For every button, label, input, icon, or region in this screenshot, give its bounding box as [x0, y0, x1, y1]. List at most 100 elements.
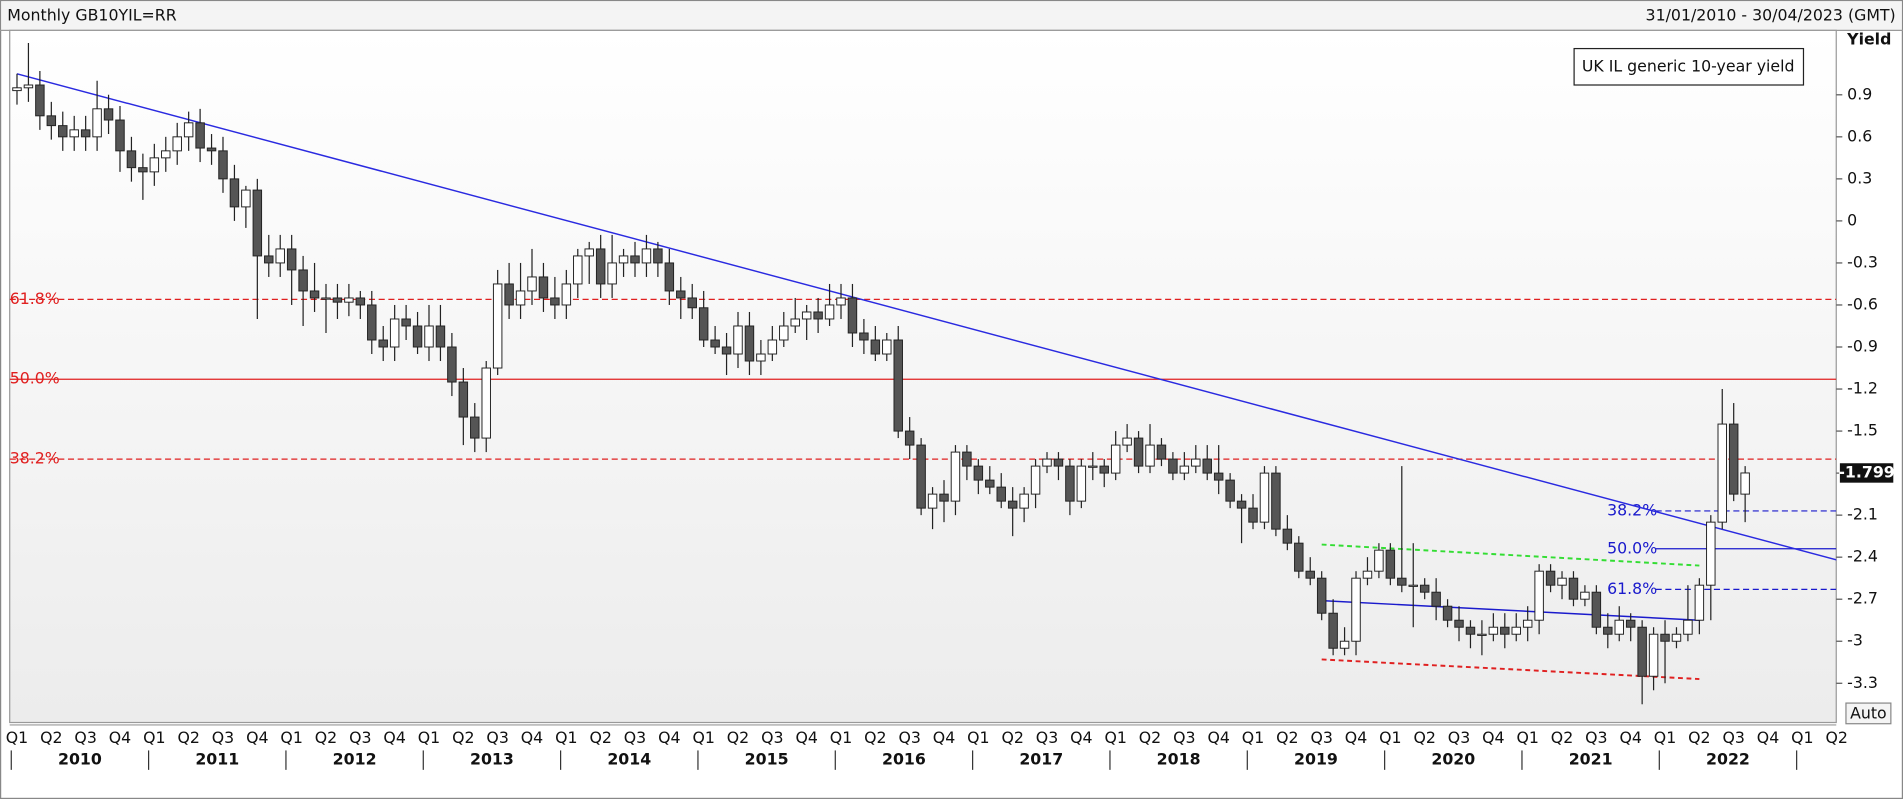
x-tick-label: Q3	[74, 728, 96, 747]
candle-body	[1568, 577, 1579, 600]
candle-body	[69, 129, 79, 138]
year-label: 2013	[470, 750, 514, 769]
candle-body	[1271, 472, 1281, 530]
x-tick-label: Q2	[1413, 728, 1435, 747]
candle-body	[1522, 619, 1533, 628]
auto-button-label[interactable]: Auto	[1850, 703, 1887, 722]
candle-body	[916, 444, 926, 509]
x-tick-label: Q1	[1379, 728, 1401, 747]
candle-body	[1225, 479, 1235, 502]
candle-body	[893, 339, 903, 432]
candle-body	[859, 332, 869, 341]
candle-body	[1557, 577, 1567, 586]
candle-body	[1328, 612, 1338, 649]
x-tick-label: Q1	[1516, 728, 1538, 747]
candle-body	[573, 255, 583, 285]
candle-body	[939, 493, 949, 502]
candle-body	[35, 84, 45, 117]
candle-body	[1145, 444, 1155, 467]
fib-label: 61.8%	[10, 289, 60, 308]
y-tick-label: -2.7	[1847, 589, 1878, 608]
x-tick-label: Q1	[692, 728, 714, 747]
candle-body	[1603, 626, 1613, 635]
candle-body	[1648, 633, 1659, 677]
candle-body	[1706, 521, 1716, 586]
candle-body	[1099, 465, 1109, 474]
candle-body	[1259, 472, 1270, 523]
x-tick-label: Q2	[452, 728, 474, 747]
trendline	[1321, 599, 1700, 621]
candle-body	[126, 150, 137, 169]
date-range: 31/01/2010 - 30/04/2023 (GMT)	[1646, 5, 1896, 24]
x-tick-label: Q2	[1688, 728, 1710, 747]
x-tick-label: Q4	[521, 728, 543, 747]
y-tick-label: -3	[1847, 631, 1863, 650]
candle-body	[1294, 542, 1304, 572]
y-tick-label: 0	[1847, 210, 1857, 229]
x-tick-label: Q4	[246, 728, 268, 747]
candle-body	[630, 255, 640, 264]
x-tick-label: Q1	[1791, 728, 1813, 747]
candle-body	[1660, 633, 1670, 642]
y-tick-label: 0.6	[1847, 126, 1872, 145]
candle-body	[1065, 465, 1075, 502]
candle-body	[847, 297, 858, 334]
candle-body	[1442, 605, 1453, 621]
x-tick-label: Q4	[1345, 728, 1367, 747]
candle-body	[1053, 458, 1064, 467]
x-tick-label: Q4	[1482, 728, 1504, 747]
candle-body	[756, 353, 766, 362]
y-tick-label: -2.1	[1847, 505, 1878, 524]
candle-body	[882, 339, 892, 355]
candle-body	[1362, 570, 1373, 579]
candle-body	[321, 297, 331, 300]
x-tick-label: Q2	[177, 728, 199, 747]
candle-body	[1248, 507, 1258, 523]
fib-label: 61.8%	[1607, 579, 1657, 598]
auto-button[interactable]	[1845, 702, 1892, 725]
candle-body	[172, 136, 182, 152]
candle-body	[378, 339, 388, 348]
candle-body	[401, 318, 411, 327]
candle-body	[1614, 619, 1624, 635]
x-tick-label: Q4	[383, 728, 405, 747]
candle-body	[1431, 591, 1441, 607]
candle-body	[996, 486, 1006, 502]
candle-body	[767, 339, 778, 355]
candle-body	[653, 248, 663, 264]
candle-body	[103, 108, 114, 121]
x-tick-label: Q1	[1104, 728, 1126, 747]
candle-body	[687, 297, 697, 309]
last-value-box	[1839, 463, 1894, 483]
y-axis-label: Yield	[1846, 30, 1891, 49]
candle-body	[1454, 619, 1464, 628]
x-tick-label: Q4	[1070, 728, 1092, 747]
y-tick-label: -3.3	[1847, 673, 1878, 692]
candle-body	[1133, 437, 1144, 467]
fib-label: 38.2%	[1607, 500, 1657, 519]
x-tick-label: Q3	[1036, 728, 1058, 747]
candle-body	[161, 150, 171, 159]
x-tick-label: Q3	[761, 728, 783, 747]
last-value-label: -1.799	[1838, 462, 1894, 481]
candle-body	[458, 381, 469, 418]
x-tick-label: Q3	[1722, 728, 1744, 747]
y-tick-label: -2.4	[1847, 547, 1878, 566]
candle-body	[298, 269, 308, 292]
candle-body	[149, 157, 160, 173]
candle-body	[985, 479, 995, 488]
x-tick-label: Q4	[109, 728, 131, 747]
candle-body	[584, 248, 594, 257]
year-label: 2018	[1157, 750, 1201, 769]
year-label: 2019	[1294, 750, 1338, 769]
candle-body	[46, 115, 57, 127]
candle-body	[1385, 549, 1396, 579]
y-tick-label: -0.9	[1847, 337, 1878, 356]
candle-body	[790, 318, 800, 327]
candle-body	[1580, 591, 1590, 600]
candle-body	[641, 248, 652, 264]
candle-body	[813, 311, 823, 320]
candle-body	[1419, 584, 1430, 593]
candle-body	[721, 346, 732, 355]
